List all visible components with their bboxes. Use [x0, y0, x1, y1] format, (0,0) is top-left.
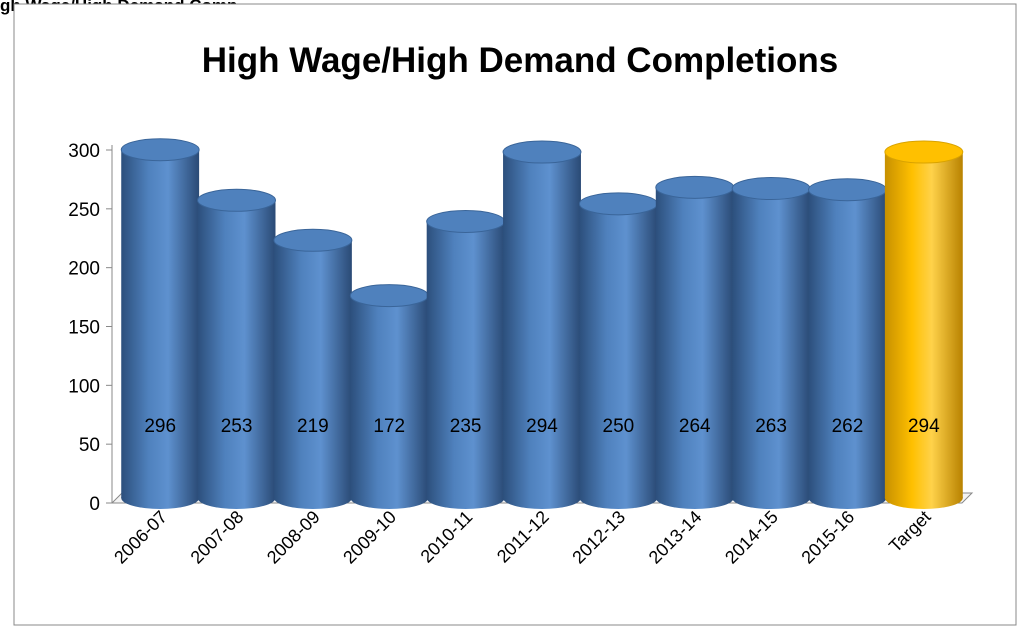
data-label: 294: [526, 416, 558, 437]
y-tick-label: 250: [68, 200, 100, 221]
data-label: 253: [221, 416, 253, 437]
bar-cap: [731, 177, 811, 201]
data-label: 264: [679, 416, 711, 437]
data-label: 262: [832, 416, 864, 437]
bar: [197, 200, 276, 498]
bar-cap: [120, 138, 200, 162]
bar: [884, 152, 963, 498]
bar: [808, 189, 887, 499]
bar: [655, 187, 734, 499]
bar-cap: [808, 178, 887, 202]
bar-cap: [502, 140, 582, 164]
data-label: 296: [144, 416, 176, 437]
bar: [350, 295, 429, 498]
bar: [579, 203, 658, 499]
y-tick-label: 100: [68, 376, 100, 397]
data-label: 235: [450, 416, 482, 437]
bar-cap: [578, 192, 658, 216]
bar: [426, 221, 505, 498]
bar: [732, 188, 811, 498]
bar-cap: [273, 228, 353, 252]
bar-cap: [426, 209, 506, 233]
bar: [273, 240, 352, 498]
data-label: 172: [373, 416, 405, 437]
bar: [121, 149, 200, 498]
data-label: 250: [603, 416, 635, 437]
chart-title: High Wage/High Demand Completions: [202, 41, 839, 80]
data-label: 294: [908, 416, 940, 437]
y-tick-label: 300: [68, 141, 100, 162]
data-label: 263: [755, 416, 787, 437]
bar-cap: [197, 188, 276, 212]
y-tick-label: 0: [89, 494, 100, 515]
y-tick-label: 200: [68, 259, 100, 280]
y-tick-label: 50: [79, 435, 100, 456]
bar-cap: [655, 175, 735, 199]
data-label: 219: [297, 416, 329, 437]
bar: [503, 152, 581, 498]
y-tick-label: 150: [68, 318, 100, 339]
bar-cap: [884, 140, 964, 164]
bar-cap: [349, 284, 429, 308]
